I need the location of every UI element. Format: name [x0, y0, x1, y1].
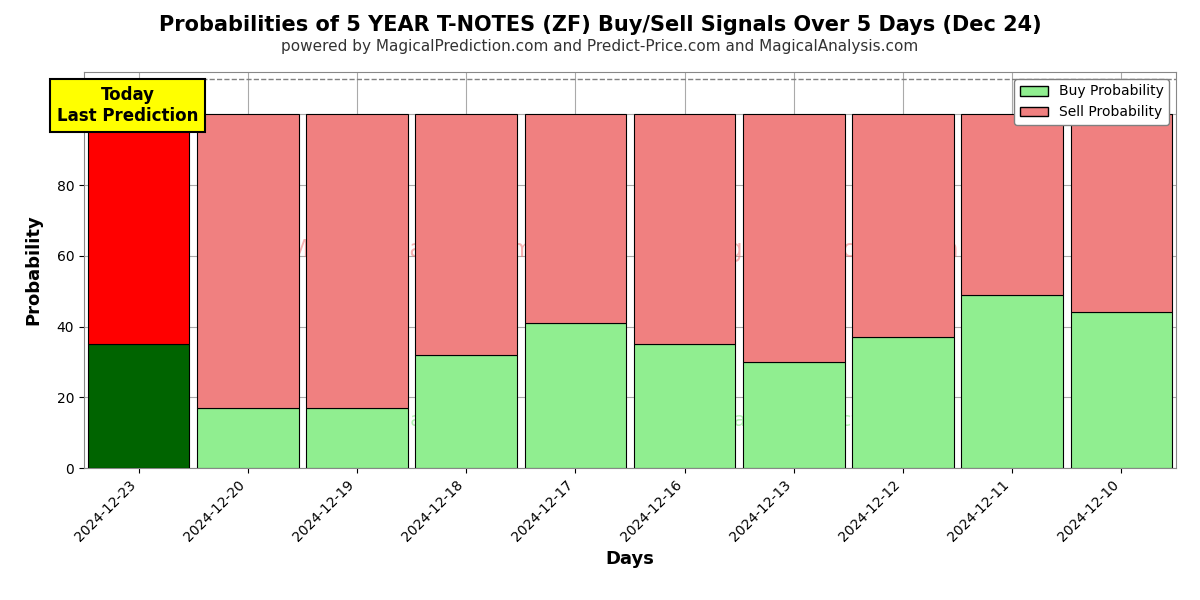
Bar — [88, 344, 190, 468]
Bar — [852, 115, 954, 337]
Bar — [524, 323, 626, 468]
X-axis label: Days: Days — [606, 550, 654, 568]
Text: Probabilities of 5 YEAR T-NOTES (ZF) Buy/Sell Signals Over 5 Days (Dec 24): Probabilities of 5 YEAR T-NOTES (ZF) Buy… — [158, 15, 1042, 35]
Bar — [743, 362, 845, 468]
Bar — [197, 115, 299, 408]
Bar — [415, 115, 517, 355]
Text: MagicalAnalysis.com: MagicalAnalysis.com — [289, 238, 534, 262]
Bar — [1070, 313, 1172, 468]
Text: MagicalAnalysis.com: MagicalAnalysis.com — [311, 411, 512, 430]
Bar — [415, 355, 517, 468]
Text: Today
Last Prediction: Today Last Prediction — [56, 86, 198, 125]
Bar — [1070, 115, 1172, 313]
Bar — [306, 115, 408, 408]
Text: MagicalPrediction.com: MagicalPrediction.com — [694, 238, 959, 262]
Bar — [634, 115, 736, 344]
Bar — [634, 344, 736, 468]
Bar — [306, 408, 408, 468]
Bar — [743, 115, 845, 362]
Bar — [524, 115, 626, 323]
Bar — [852, 337, 954, 468]
Bar — [961, 295, 1063, 468]
Bar — [961, 115, 1063, 295]
Bar — [88, 115, 190, 344]
Legend: Buy Probability, Sell Probability: Buy Probability, Sell Probability — [1014, 79, 1169, 125]
Text: powered by MagicalPrediction.com and Predict-Price.com and MagicalAnalysis.com: powered by MagicalPrediction.com and Pre… — [281, 39, 919, 54]
Y-axis label: Probability: Probability — [24, 215, 42, 325]
Text: MagicalPrediction.com: MagicalPrediction.com — [716, 411, 936, 430]
Bar — [197, 408, 299, 468]
